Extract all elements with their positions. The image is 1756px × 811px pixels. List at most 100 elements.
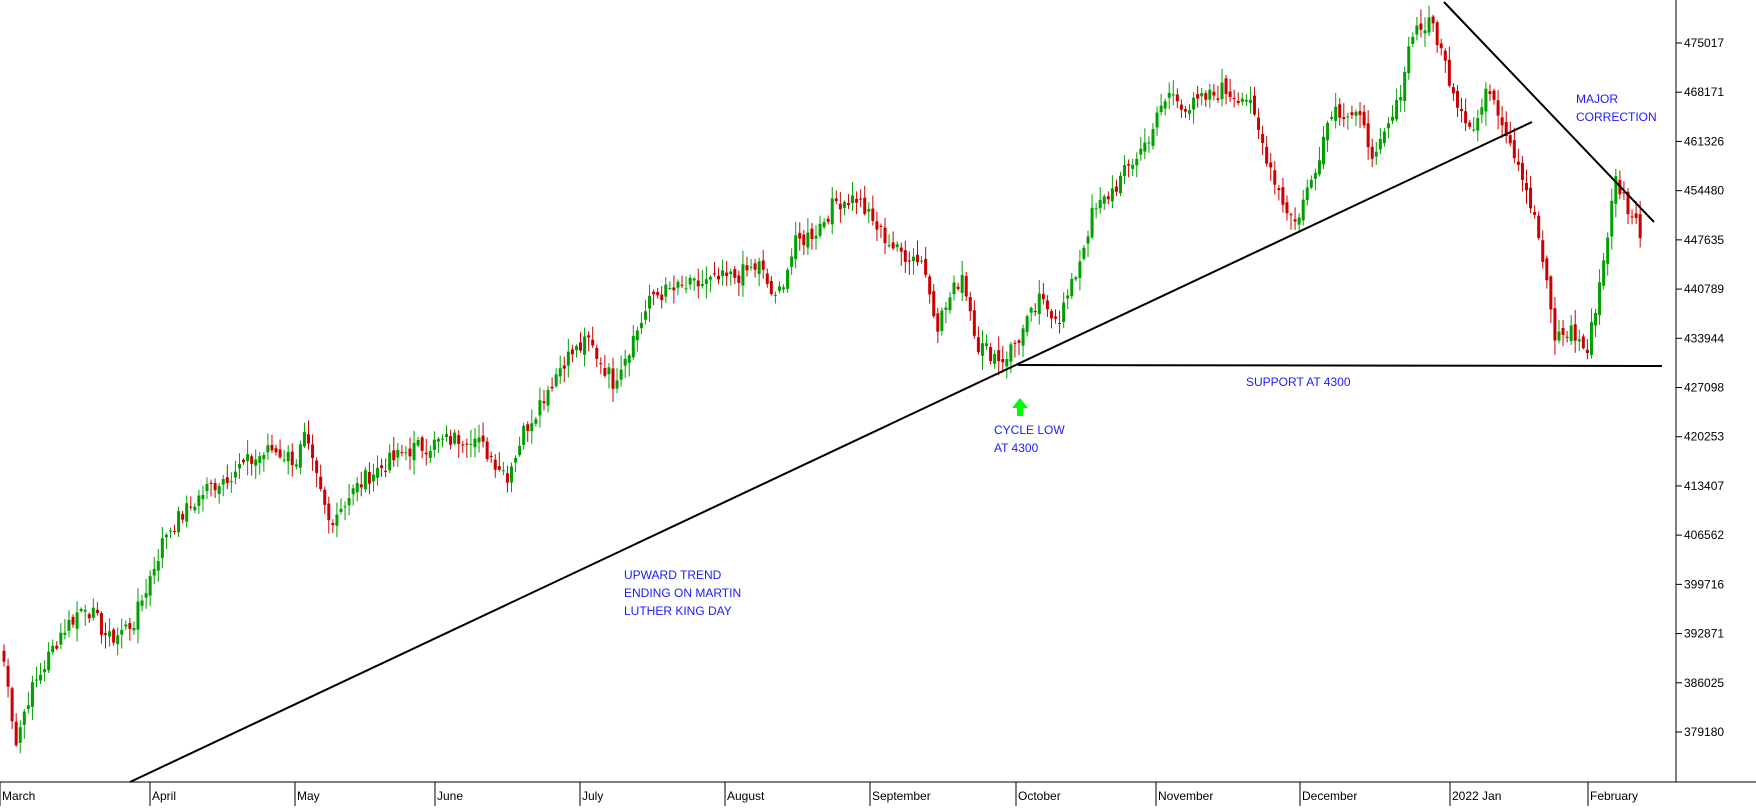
candle	[75, 601, 79, 642]
candle	[327, 496, 331, 534]
x-tick-label: May	[297, 789, 320, 803]
candle	[1322, 125, 1325, 170]
candle-body	[510, 466, 513, 483]
candle	[1033, 303, 1037, 317]
candle	[1512, 127, 1516, 164]
x-tick-label: December	[1302, 789, 1357, 803]
annotations-layer: UPWARD TREND ENDING ON MARTIN LUTHER KING …	[624, 92, 1657, 618]
candle	[964, 271, 968, 301]
candle	[643, 300, 647, 325]
candle	[928, 274, 932, 304]
candle-body	[786, 269, 790, 289]
candle-body	[826, 218, 830, 222]
candle-body	[302, 431, 306, 447]
candle-body	[282, 459, 286, 461]
candle-body	[323, 489, 327, 505]
candle	[1496, 90, 1500, 130]
candle	[83, 604, 87, 627]
candle-body	[55, 645, 59, 649]
candle	[1082, 245, 1086, 261]
candle-body	[274, 448, 278, 453]
candle	[891, 231, 895, 251]
candle	[680, 275, 684, 288]
candle-body	[225, 477, 229, 484]
candle	[1220, 68, 1224, 107]
candle-body	[120, 629, 124, 635]
candle	[1382, 127, 1386, 147]
candle	[700, 270, 704, 289]
candle-body	[997, 350, 1001, 362]
candle	[1086, 230, 1090, 258]
candle-body	[773, 294, 777, 296]
candle	[615, 368, 619, 394]
candle	[307, 420, 310, 450]
candle	[168, 527, 172, 539]
candle-body	[777, 286, 781, 291]
candle-body	[1025, 316, 1029, 333]
candle	[855, 191, 859, 215]
candle-body	[1045, 300, 1049, 310]
candle-body	[1472, 129, 1476, 131]
candle-body	[173, 530, 177, 532]
candle-body	[595, 347, 599, 359]
candle	[367, 462, 371, 495]
candle-body	[75, 612, 79, 629]
candle-body	[883, 227, 887, 244]
candle-body	[952, 282, 956, 295]
candle-body	[688, 277, 692, 285]
support-line	[1017, 364, 1663, 367]
candle-body	[1423, 30, 1427, 34]
candle-body	[47, 651, 51, 671]
candle	[627, 353, 631, 377]
candle-body	[1212, 91, 1216, 96]
x-tick-label: February	[1590, 789, 1638, 803]
candle-body	[95, 609, 99, 614]
y-tick-label: 399716	[1684, 577, 1724, 591]
candle-body	[985, 343, 989, 347]
x-tick-label: March	[2, 789, 35, 803]
x-tick-label: July	[582, 789, 603, 803]
candle-body	[1252, 95, 1256, 115]
candle	[30, 675, 34, 721]
candle-body	[1525, 182, 1528, 191]
candle	[830, 187, 834, 235]
candle	[782, 284, 786, 294]
candle-body	[209, 482, 213, 484]
y-tick-label: 379180	[1684, 725, 1724, 739]
candle-body	[871, 208, 875, 222]
candle-body	[1520, 162, 1524, 180]
candle	[388, 444, 392, 474]
candle	[956, 282, 960, 291]
candle-body	[416, 439, 420, 446]
candle-body	[1110, 188, 1114, 202]
candle-body	[331, 523, 335, 526]
candle	[842, 200, 846, 216]
candle-body	[266, 445, 270, 453]
candle	[185, 495, 189, 528]
candle-body	[1338, 104, 1342, 118]
candle-body	[1598, 282, 1602, 316]
candle	[1155, 106, 1159, 136]
candle	[514, 455, 518, 473]
candle	[834, 190, 838, 205]
candle-body	[290, 451, 294, 466]
candle-body	[1415, 25, 1419, 35]
candle-body	[71, 616, 75, 625]
candle-body	[1455, 90, 1459, 108]
candle	[1533, 205, 1537, 219]
candle	[1334, 92, 1338, 129]
candle-body	[976, 337, 980, 353]
candle-body	[14, 721, 18, 746]
candle	[1313, 168, 1317, 191]
candle	[432, 431, 436, 458]
candle	[1411, 32, 1415, 47]
candle-body	[1135, 158, 1139, 166]
candle	[128, 617, 132, 641]
candle-body	[497, 466, 501, 470]
candle-body	[887, 244, 891, 247]
candle-body	[1561, 328, 1565, 335]
candle	[193, 503, 197, 514]
candle	[1070, 272, 1074, 300]
candle-body	[1102, 196, 1106, 204]
candle	[1374, 141, 1378, 165]
